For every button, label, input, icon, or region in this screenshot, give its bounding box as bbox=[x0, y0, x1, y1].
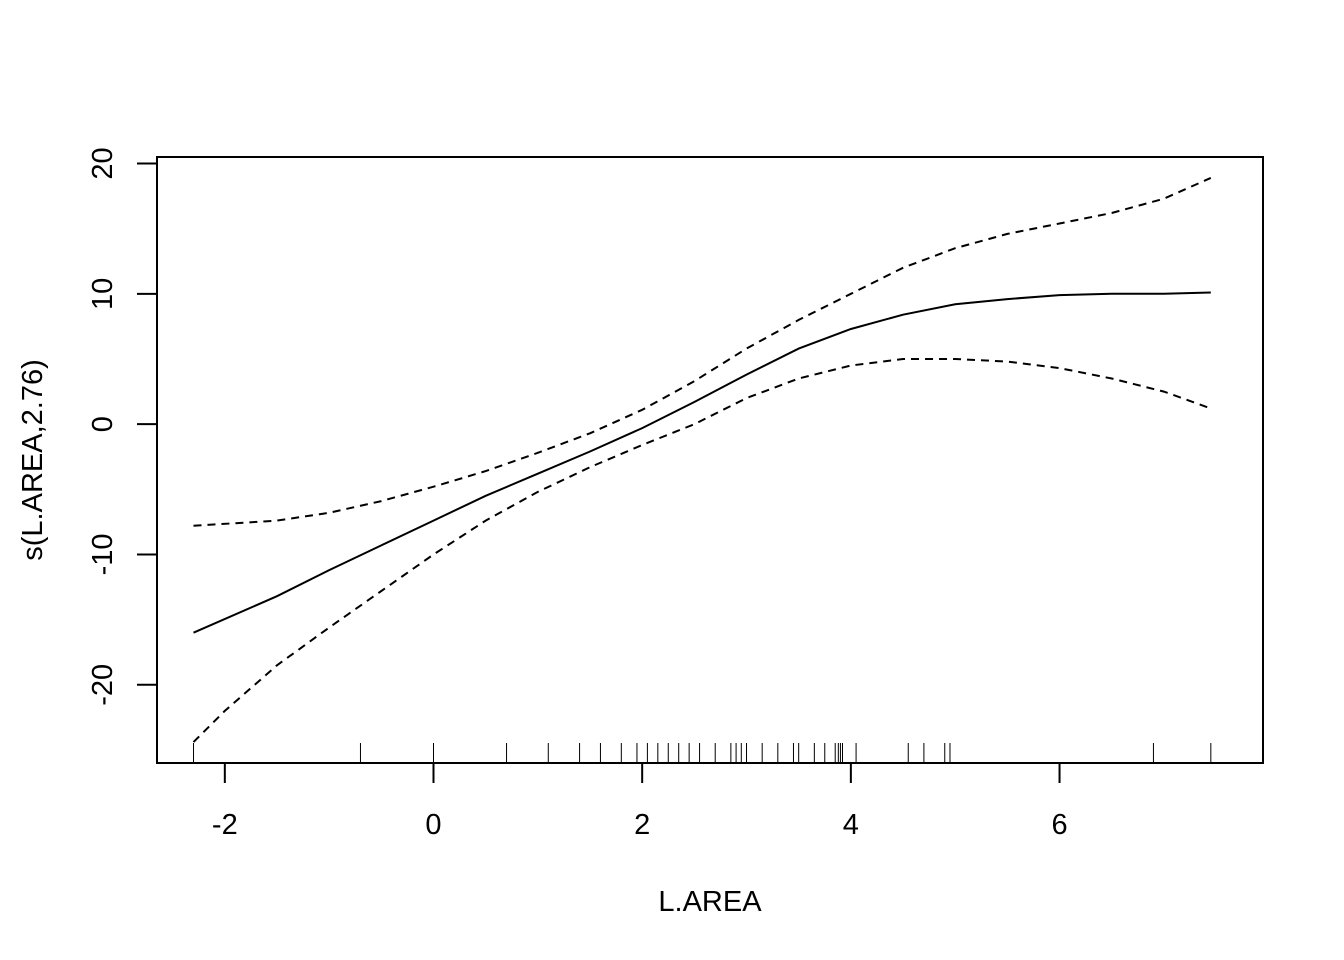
smooth-estimate-line bbox=[193, 291, 1211, 634]
x-tick-label: 2 bbox=[634, 809, 650, 841]
x-axis-label: L.AREA bbox=[658, 886, 762, 918]
rug-marks bbox=[193, 743, 1212, 763]
y-axis: -20 -10 0 10 20 bbox=[87, 147, 158, 706]
plot-box bbox=[156, 156, 1264, 764]
y-tick-label: -20 bbox=[87, 664, 119, 706]
lower-confidence-band bbox=[192, 358, 1212, 743]
x-tick-label: 0 bbox=[425, 809, 441, 841]
upper-confidence-band bbox=[193, 176, 1212, 527]
y-tick-label: 10 bbox=[87, 278, 119, 310]
x-axis: -2 0 2 4 6 bbox=[212, 762, 1068, 841]
y-tick-label: 0 bbox=[87, 416, 119, 432]
y-tick-label: 20 bbox=[87, 147, 119, 179]
y-axis-label: s(L.AREA,2.76) bbox=[17, 359, 49, 560]
x-tick-label: 6 bbox=[1051, 809, 1067, 841]
series-layer bbox=[192, 176, 1212, 743]
x-tick-label: 4 bbox=[843, 809, 859, 841]
y-tick-label: -10 bbox=[87, 534, 119, 576]
x-tick-label: -2 bbox=[212, 809, 238, 841]
